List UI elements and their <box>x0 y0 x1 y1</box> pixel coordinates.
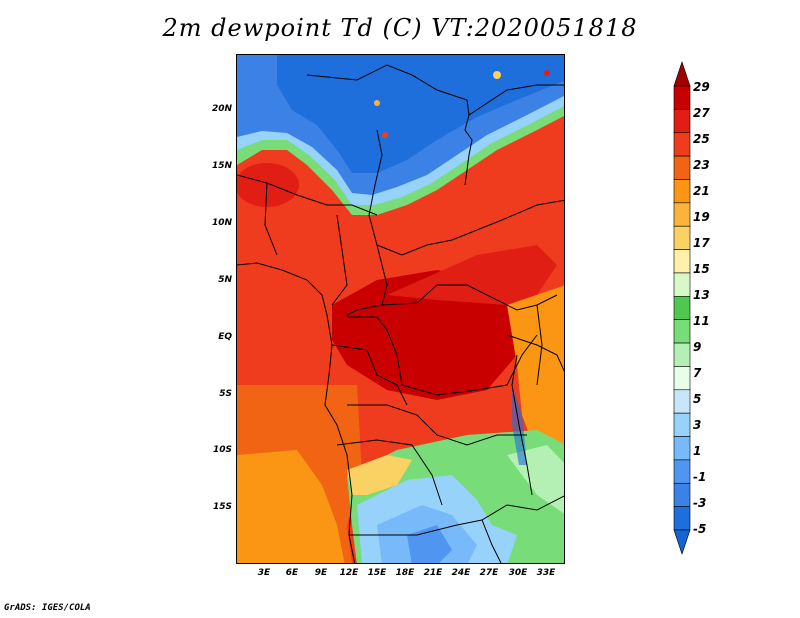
colorbar-swatch <box>673 389 691 414</box>
lat-label: 10N <box>211 218 232 228</box>
lon-label: 3E <box>257 568 271 578</box>
colorbar-swatch <box>673 459 691 484</box>
colorbar-swatch <box>673 482 691 507</box>
border-line <box>468 84 564 116</box>
border-line <box>536 304 543 386</box>
colorbar-label: 21 <box>693 184 710 198</box>
lon-label: 33E <box>536 568 556 578</box>
colorbar-swatch <box>673 85 691 110</box>
colorbar-label: 1 <box>693 444 702 458</box>
border-line <box>237 174 378 216</box>
borders <box>237 64 564 563</box>
field-spot <box>493 71 501 79</box>
colorbar-swatch <box>673 342 691 367</box>
map-title: 2m dewpoint Td (C) VT:2020051818 <box>162 14 638 42</box>
lon-label: 6E <box>285 568 299 578</box>
lat-label: 20N <box>211 104 232 114</box>
lat-label: 10S <box>212 445 232 455</box>
field-ocean-southwest <box>237 450 345 563</box>
colorbar-swatch <box>673 366 691 391</box>
colorbar-label: -3 <box>693 496 707 510</box>
colorbar-label: 13 <box>693 288 710 302</box>
lon-label: 30E <box>508 568 528 578</box>
field-spot <box>374 100 380 106</box>
field-east-highlands <box>507 285 564 474</box>
colorbar-label: 9 <box>693 340 702 354</box>
lat-label: 15N <box>211 161 232 171</box>
colorbar-swatch <box>673 61 691 87</box>
colorbar-label: 25 <box>693 132 710 146</box>
colorbar-label: 19 <box>693 210 710 224</box>
border-line <box>347 404 527 446</box>
colorbar-label: 11 <box>693 314 710 328</box>
lon-label: 21E <box>423 568 443 578</box>
coastline <box>237 262 356 563</box>
colorbar-swatch <box>673 249 691 274</box>
colorbar-swatch <box>673 109 691 134</box>
colorbar-swatch <box>673 132 691 157</box>
field-spot <box>544 70 550 76</box>
colorbar-label: 23 <box>693 158 710 172</box>
colorbar-swatch <box>673 155 691 180</box>
colorbar-swatch <box>673 319 691 344</box>
border-line <box>381 284 558 311</box>
map-field <box>237 55 564 563</box>
border-line <box>506 334 564 372</box>
field-central-north <box>387 245 557 305</box>
lat-label: 5N <box>218 275 232 285</box>
colorbar-label: 5 <box>693 392 702 406</box>
grads-credit: GrADS: IGES/COLA <box>4 603 91 613</box>
border-line <box>336 439 443 506</box>
field-warm-west <box>237 163 299 207</box>
field-sahara-deepblue <box>277 55 564 173</box>
colorbar-swatch <box>673 202 691 227</box>
lon-label: 9E <box>314 568 328 578</box>
colorbar-swatch <box>673 412 691 437</box>
colorbar-swatch <box>673 179 691 204</box>
lon-label: 24E <box>451 568 471 578</box>
lat-label: EQ <box>218 332 232 342</box>
border-line <box>331 214 348 306</box>
lon-label: 15E <box>367 568 387 578</box>
border-line <box>481 519 502 563</box>
field-south-yellow <box>347 455 412 495</box>
colorbar-label: 3 <box>693 418 702 432</box>
colorbar-swatch <box>673 529 691 555</box>
field-spot <box>382 132 388 138</box>
lon-label: 18E <box>395 568 415 578</box>
colorbar-label: 17 <box>693 236 710 250</box>
lon-label: 12E <box>339 568 359 578</box>
colorbar-label: 7 <box>693 366 702 380</box>
border-line <box>401 334 538 396</box>
border-line <box>511 354 533 496</box>
border-line <box>306 64 473 186</box>
lon-label: 27E <box>479 568 499 578</box>
lat-label: 5S <box>219 389 232 399</box>
colorbar-label: -1 <box>693 470 707 484</box>
colorbar-swatch <box>673 436 691 461</box>
colorbar-label: 27 <box>693 106 710 120</box>
colorbar-swatch <box>673 506 691 531</box>
border-line <box>264 182 278 256</box>
colorbar-label: 29 <box>693 80 710 94</box>
border-line <box>368 129 383 246</box>
colorbar-label: -5 <box>693 522 707 536</box>
colorbar-swatch <box>673 225 691 250</box>
colorbar <box>673 61 691 555</box>
border-line <box>331 344 408 406</box>
lat-label: 15S <box>212 502 232 512</box>
colorbar-swatch <box>673 296 691 320</box>
border-line <box>376 199 564 256</box>
dewpoint-map <box>236 54 565 564</box>
colorbar-swatch <box>673 272 691 297</box>
colorbar-label: 15 <box>693 262 710 276</box>
border-line <box>347 316 403 386</box>
